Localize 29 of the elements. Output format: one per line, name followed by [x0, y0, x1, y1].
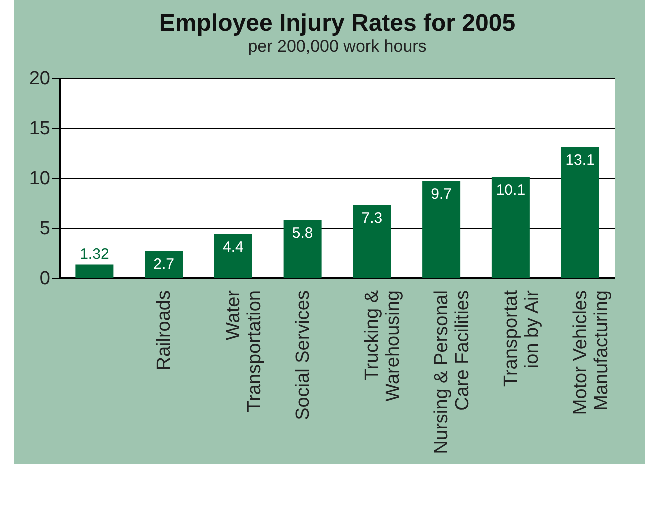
data-label: 10.1 — [496, 182, 526, 199]
y-tick-label: 15 — [29, 118, 50, 140]
bar — [76, 264, 114, 278]
x-tick-label: Water Transportation — [223, 290, 266, 412]
data-label: 2.7 — [154, 256, 174, 273]
data-label: 5.8 — [292, 225, 314, 242]
bar — [561, 147, 600, 278]
bar — [284, 220, 322, 278]
x-tick-label: Trucking & Warehousing — [362, 290, 404, 402]
data-label: 4.4 — [223, 239, 244, 256]
data-label: 7.3 — [362, 210, 383, 227]
bar — [145, 251, 184, 278]
x-tick-label: Social Services — [292, 290, 314, 420]
bar — [492, 177, 530, 278]
y-tick-label: 0 — [40, 268, 50, 290]
data-label: 9.7 — [431, 186, 452, 203]
data-label: 13.1 — [566, 152, 595, 169]
y-tick-label: 10 — [29, 168, 50, 190]
bar — [422, 181, 461, 278]
chart-title: Employee Injury Rates for 2005 — [159, 10, 516, 37]
x-tick-label: Transportat ion by Air — [500, 290, 543, 387]
bar — [353, 205, 392, 278]
y-tick-label: 20 — [29, 68, 50, 90]
x-tick-label: Nursing & Personal Care Facilities — [432, 290, 474, 454]
y-tick-label: 5 — [40, 218, 50, 240]
x-tick-label: Railroads — [154, 290, 176, 371]
data-label: 1.32 — [80, 246, 110, 263]
chart-subtitle: per 200,000 work hours — [248, 37, 427, 56]
bar — [214, 234, 252, 278]
